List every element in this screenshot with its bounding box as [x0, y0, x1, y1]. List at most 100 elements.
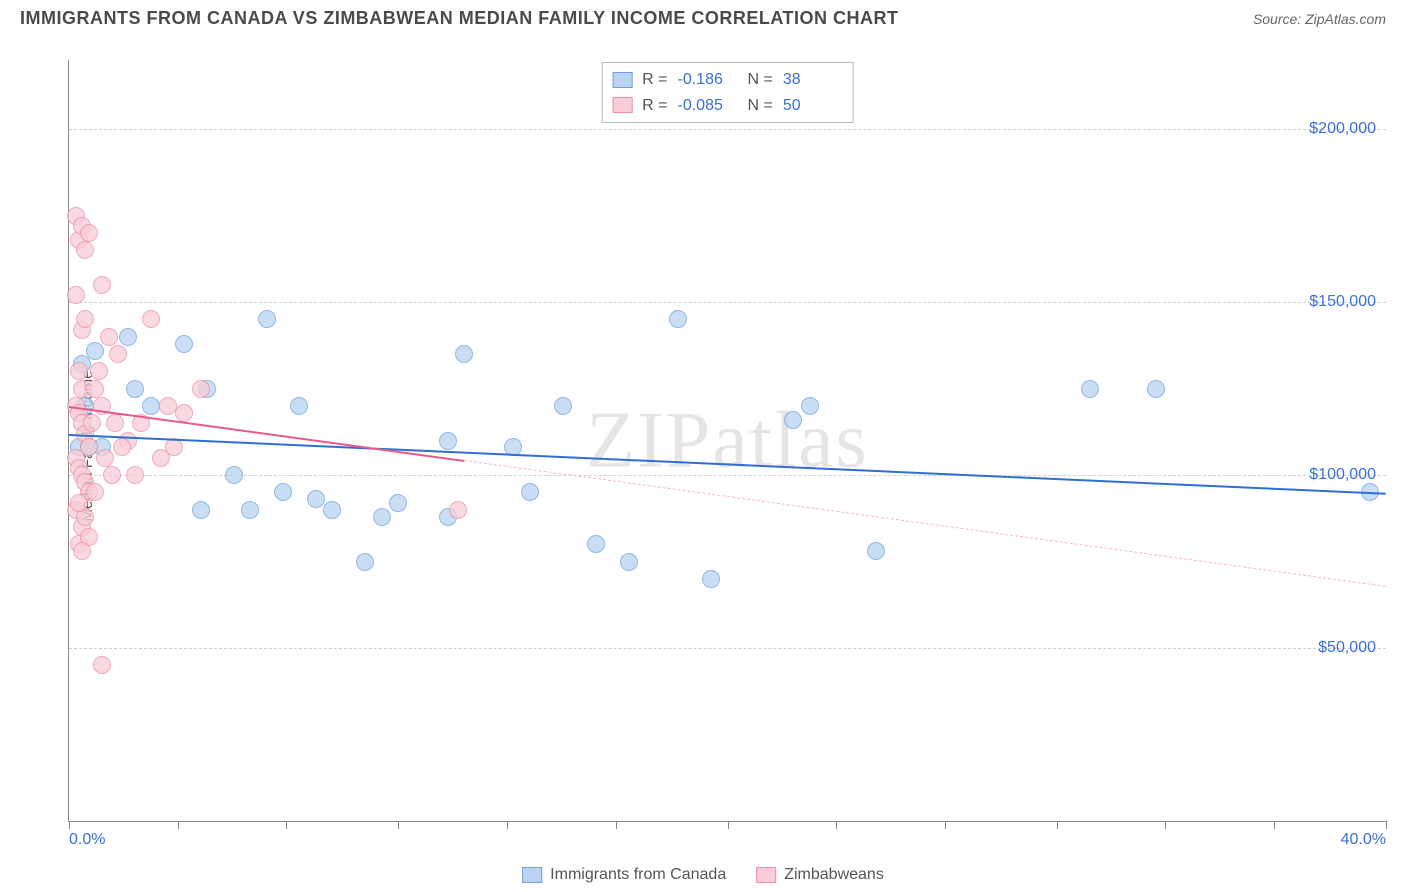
data-point — [323, 501, 341, 519]
data-point — [175, 335, 193, 353]
chart-title: IMMIGRANTS FROM CANADA VS ZIMBABWEAN MED… — [20, 8, 898, 29]
x-tick — [178, 821, 179, 829]
data-point — [113, 438, 131, 456]
data-point — [142, 397, 160, 415]
x-tick — [1165, 821, 1166, 829]
data-point — [1081, 380, 1099, 398]
data-point — [73, 542, 91, 560]
legend-item: Immigrants from Canada — [522, 866, 726, 884]
data-point — [96, 449, 114, 467]
data-point — [93, 656, 111, 674]
data-point — [175, 404, 193, 422]
legend-n-label: N = — [748, 67, 773, 93]
gridline — [69, 475, 1386, 476]
legend-row: R = -0.186 N = 38 — [612, 67, 843, 93]
data-point — [521, 483, 539, 501]
data-point — [356, 553, 374, 571]
data-point — [119, 328, 137, 346]
data-point — [83, 414, 101, 432]
data-point — [307, 490, 325, 508]
gridline — [69, 302, 1386, 303]
data-point — [702, 570, 720, 588]
data-point — [90, 362, 108, 380]
x-tick — [728, 821, 729, 829]
legend-r-value: -0.186 — [678, 67, 738, 93]
data-point — [867, 542, 885, 560]
legend-n-label: N = — [748, 93, 773, 119]
data-point — [80, 224, 98, 242]
data-point — [159, 397, 177, 415]
x-tick-label: 40.0% — [1341, 831, 1386, 849]
data-point — [86, 380, 104, 398]
plot-area: ZIPatlas R = -0.186 N = 38 R = -0.085 N = 5… — [68, 60, 1386, 822]
x-tick-label: 0.0% — [69, 831, 105, 849]
swatch-icon — [756, 867, 776, 883]
data-point — [784, 411, 802, 429]
x-tick — [616, 821, 617, 829]
data-point — [126, 380, 144, 398]
swatch-icon — [612, 97, 632, 113]
legend-n-value: 50 — [783, 93, 843, 119]
gridline — [69, 648, 1386, 649]
data-point — [258, 310, 276, 328]
data-point — [274, 483, 292, 501]
x-tick — [286, 821, 287, 829]
data-point — [455, 345, 473, 363]
data-point — [100, 328, 118, 346]
stats-legend: R = -0.186 N = 38 R = -0.085 N = 50 — [601, 62, 854, 123]
watermark: ZIPatlas — [586, 395, 869, 486]
data-point — [86, 483, 104, 501]
data-point — [70, 494, 88, 512]
gridline — [69, 129, 1386, 130]
chart-container: Median Family Income ZIPatlas R = -0.186… — [20, 40, 1386, 852]
data-point — [86, 342, 104, 360]
data-point — [587, 535, 605, 553]
data-point — [389, 494, 407, 512]
data-point — [554, 397, 572, 415]
y-tick-label: $200,000 — [1309, 120, 1376, 138]
x-tick — [1057, 821, 1058, 829]
data-point — [620, 553, 638, 571]
data-point — [103, 466, 121, 484]
x-tick — [945, 821, 946, 829]
data-point — [76, 310, 94, 328]
y-tick-label: $50,000 — [1318, 639, 1376, 657]
data-point — [192, 501, 210, 519]
data-point — [142, 310, 160, 328]
data-point — [225, 466, 243, 484]
data-point — [439, 432, 457, 450]
y-tick-label: $100,000 — [1309, 466, 1376, 484]
source-label: Source: ZipAtlas.com — [1253, 11, 1386, 27]
trend-line — [464, 460, 1386, 587]
legend-label: Zimbabweans — [784, 866, 884, 884]
swatch-icon — [522, 867, 542, 883]
data-point — [67, 286, 85, 304]
series-legend: Immigrants from Canada Zimbabweans — [522, 866, 884, 884]
legend-r-value: -0.085 — [678, 93, 738, 119]
data-point — [76, 241, 94, 259]
x-tick — [69, 821, 70, 829]
x-tick — [398, 821, 399, 829]
x-tick — [507, 821, 508, 829]
legend-r-label: R = — [642, 67, 667, 93]
legend-row: R = -0.085 N = 50 — [612, 93, 843, 119]
trend-line — [69, 434, 1386, 495]
legend-n-value: 38 — [783, 67, 843, 93]
legend-item: Zimbabweans — [756, 866, 884, 884]
x-tick — [1386, 821, 1387, 829]
data-point — [449, 501, 467, 519]
data-point — [373, 508, 391, 526]
data-point — [93, 276, 111, 294]
data-point — [241, 501, 259, 519]
data-point — [669, 310, 687, 328]
data-point — [70, 362, 88, 380]
data-point — [126, 466, 144, 484]
data-point — [192, 380, 210, 398]
swatch-icon — [612, 72, 632, 88]
legend-r-label: R = — [642, 93, 667, 119]
data-point — [106, 414, 124, 432]
data-point — [1147, 380, 1165, 398]
data-point — [801, 397, 819, 415]
data-point — [109, 345, 127, 363]
data-point — [290, 397, 308, 415]
